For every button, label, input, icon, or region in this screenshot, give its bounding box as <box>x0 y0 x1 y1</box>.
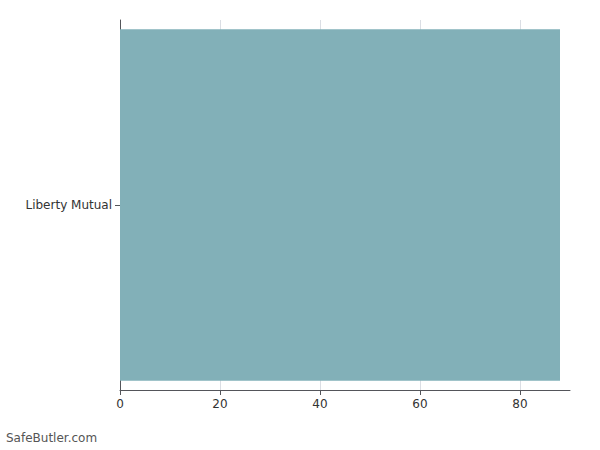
svg-text:SafeButler.com: SafeButler.com <box>6 431 97 445</box>
svg-text:80: 80 <box>512 397 527 411</box>
svg-text:Liberty Mutual: Liberty Mutual <box>25 198 112 212</box>
svg-text:20: 20 <box>212 397 227 411</box>
svg-text:0: 0 <box>116 397 124 411</box>
svg-text:60: 60 <box>412 397 427 411</box>
svg-text:40: 40 <box>312 397 327 411</box>
